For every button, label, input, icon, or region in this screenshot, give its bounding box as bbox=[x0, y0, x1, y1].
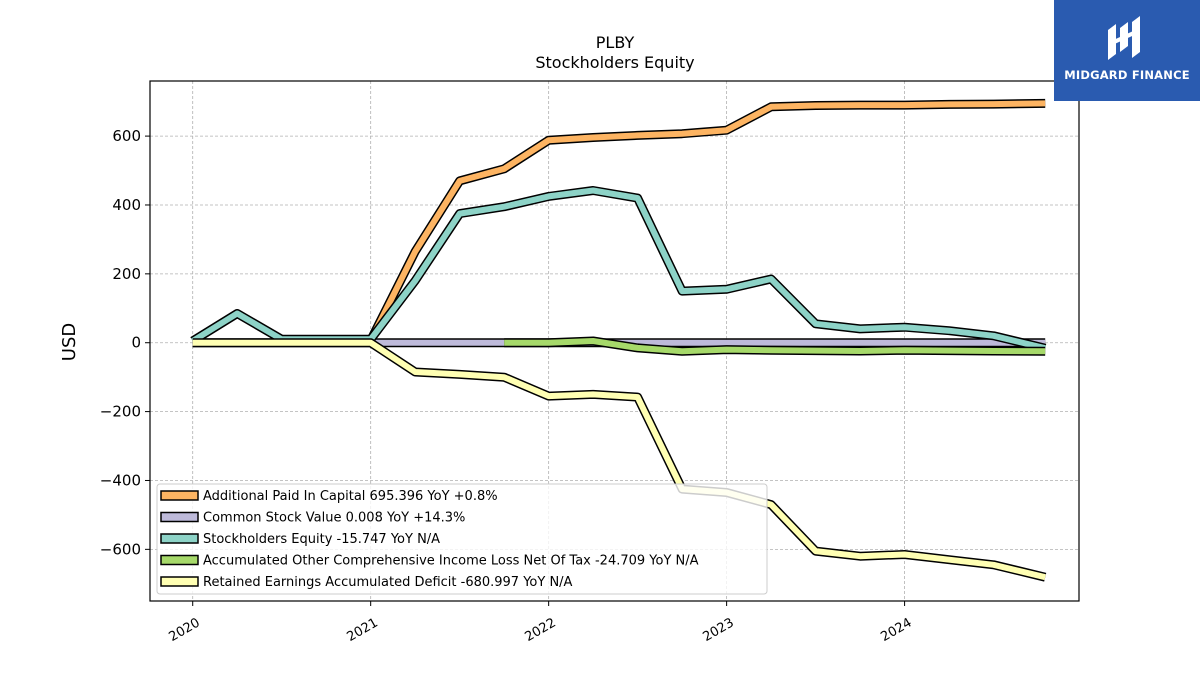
y-tick-label: −400 bbox=[100, 471, 141, 489]
legend-swatch bbox=[160, 533, 199, 544]
brand-logo-icon bbox=[1108, 16, 1140, 60]
chart-title: PLBY bbox=[596, 33, 635, 52]
series-5-line bbox=[192, 338, 1047, 582]
legend-swatch bbox=[160, 511, 199, 523]
brand-logo: MIDGARD FINANCE bbox=[1054, 0, 1200, 101]
series-1-line bbox=[366, 98, 1046, 343]
legend-entry-label: Retained Earnings Accumulated Deficit -6… bbox=[203, 575, 573, 590]
y-tick-label: 600 bbox=[112, 127, 141, 145]
series-group bbox=[190, 98, 1047, 582]
y-tick-label: −600 bbox=[100, 540, 141, 558]
legend: Additional Paid In Capital 695.396 YoY +… bbox=[156, 483, 768, 595]
series-4-line bbox=[504, 336, 1046, 356]
legend-swatch bbox=[160, 490, 199, 501]
x-tick-label: 2021 bbox=[345, 615, 381, 645]
y-tick-label: 0 bbox=[131, 334, 141, 352]
legend-swatch bbox=[160, 554, 199, 566]
series-3-line bbox=[190, 186, 1047, 353]
series-line-outline bbox=[190, 186, 1047, 353]
legend-entry-label: Accumulated Other Comprehensive Income L… bbox=[203, 554, 699, 569]
brand-name: MIDGARD FINANCE bbox=[1064, 68, 1190, 82]
y-tick-label: 400 bbox=[112, 196, 141, 214]
plot-frame bbox=[149, 80, 1080, 602]
x-tick-label: 2022 bbox=[522, 615, 558, 645]
x-tick-label: 2024 bbox=[878, 615, 914, 645]
x-tick-label: 2023 bbox=[700, 615, 736, 645]
legend-entry-label: Stockholders Equity -15.747 YoY N/A bbox=[203, 532, 440, 547]
series-line-fill bbox=[368, 100, 1046, 342]
legend-entry-label: Common Stock Value 0.008 YoY +14.3% bbox=[203, 511, 465, 526]
legend-entry-label: Additional Paid In Capital 695.396 YoY +… bbox=[203, 489, 498, 504]
legend-swatch bbox=[160, 576, 199, 587]
legend-box bbox=[156, 483, 768, 595]
y-tick-label: −200 bbox=[100, 403, 141, 421]
series-line-fill bbox=[504, 338, 1046, 355]
series-line-fill bbox=[192, 339, 1046, 581]
x-tick-label: 2020 bbox=[167, 615, 203, 645]
y-axis-label: USD bbox=[59, 323, 80, 361]
y-tick-label: 200 bbox=[112, 265, 141, 283]
series-line-outline bbox=[366, 98, 1046, 343]
chart-subtitle: Stockholders Equity bbox=[535, 53, 694, 72]
